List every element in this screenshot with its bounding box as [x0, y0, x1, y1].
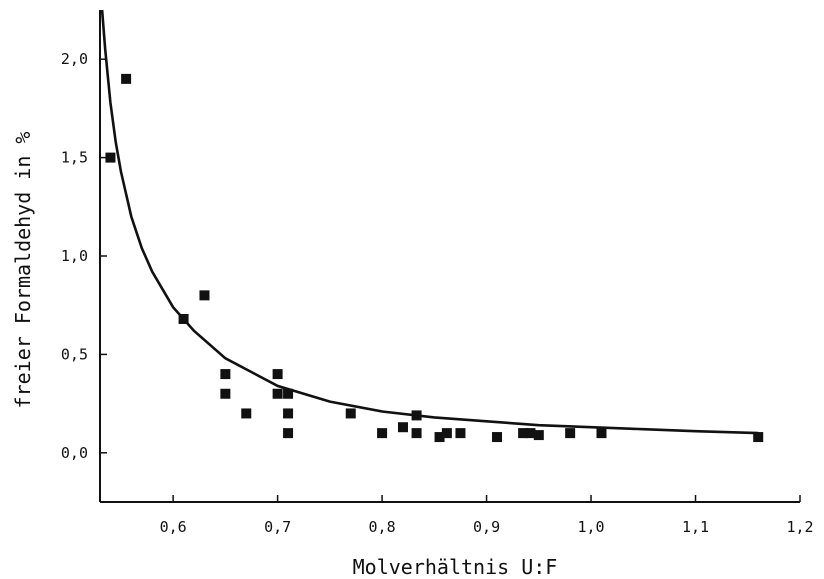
data-point [455, 428, 466, 439]
data-point [411, 410, 422, 421]
axes: 0,6 0,7 0,8 0,9 1,0 1,1 1,2 0,0 0,5 1,0 1,5 2,0 [61, 10, 814, 536]
data-points [105, 73, 764, 443]
x-tick-label: 1,0 [577, 518, 604, 536]
data-point [220, 369, 231, 380]
y-tick-label: 0,0 [61, 444, 88, 462]
fit-curve [100, 9, 759, 435]
data-point [220, 388, 231, 399]
data-point [121, 73, 132, 84]
y-tick-label: 1,5 [61, 149, 88, 167]
data-point [199, 290, 210, 301]
fit-curve-group [100, 9, 759, 435]
data-point [596, 428, 607, 439]
data-point [178, 313, 189, 324]
data-point [241, 408, 252, 419]
y-tick-label: 0,5 [61, 345, 88, 363]
data-point [283, 428, 294, 439]
y-tick-label: 2,0 [61, 50, 88, 68]
data-point [397, 422, 408, 433]
data-point [434, 432, 445, 443]
y-tick-label: 1,0 [61, 247, 88, 265]
data-point [525, 428, 536, 439]
x-tick-label: 0,8 [369, 518, 396, 536]
data-point [283, 388, 294, 399]
x-tick-label: 0,6 [160, 518, 187, 536]
x-axis-label: Molverhältnis U:F [353, 555, 558, 579]
data-point [518, 428, 529, 439]
data-point [411, 428, 422, 439]
data-point [272, 388, 283, 399]
data-point [533, 430, 544, 441]
x-tick-label: 1,1 [682, 518, 709, 536]
data-point [753, 432, 764, 443]
data-point [565, 428, 576, 439]
x-tick-label: 1,2 [786, 518, 813, 536]
data-point [283, 408, 294, 419]
data-point [441, 428, 452, 439]
data-point [105, 152, 116, 163]
data-point [377, 428, 388, 439]
data-point [272, 369, 283, 380]
data-point [345, 408, 356, 419]
y-axis-label: freier Formaldehyd in % [11, 132, 35, 409]
x-tick-label: 0,9 [473, 518, 500, 536]
data-point [492, 432, 503, 443]
x-tick-label: 0,7 [264, 518, 291, 536]
